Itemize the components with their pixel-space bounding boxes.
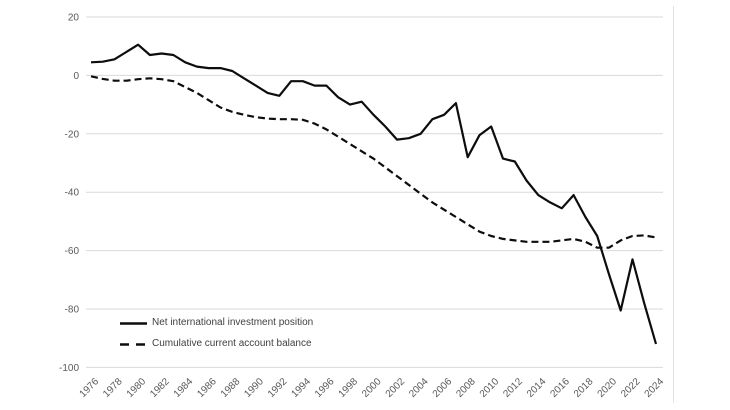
x-tick-label: 1990	[242, 376, 266, 400]
x-tick-label: 2006	[431, 376, 455, 400]
legend-label-niip: Net international investment position	[152, 317, 314, 328]
y-tick-label: -80	[65, 305, 80, 316]
x-tick-label: 1984	[172, 376, 196, 400]
x-tick-label: 2024	[643, 376, 667, 400]
y-tick-label: 20	[68, 13, 80, 24]
legend-dashed-line-swatch	[120, 342, 147, 346]
y-tick-label: -40	[65, 188, 80, 199]
x-tick-label: 2008	[454, 376, 478, 400]
legend-item-cab: Cumulative current account balance	[120, 337, 313, 351]
series-line-cab	[90, 75, 657, 249]
x-tick-label: 2020	[596, 376, 620, 400]
x-tick-label: 2000	[360, 376, 384, 400]
legend-solid-line-swatch	[120, 321, 147, 325]
x-tick-label: 1996	[313, 376, 337, 400]
x-tick-label: 1994	[289, 376, 313, 400]
x-tick-label: 2014	[525, 376, 549, 400]
legend-item-niip: Net international investment position	[120, 316, 313, 330]
x-tick-label: 2010	[478, 376, 502, 400]
legend: Net international investment position Cu…	[120, 316, 313, 351]
x-tick-label: 1980	[125, 376, 149, 400]
series-line-niip	[90, 43, 658, 345]
x-tick-label: 1978	[101, 376, 125, 400]
x-tick-label: 2018	[572, 376, 596, 400]
legend-label-cab: Cumulative current account balance	[152, 338, 312, 349]
x-tick-label: 2004	[407, 376, 431, 400]
y-tick-label: -60	[65, 246, 80, 257]
x-tick-label: 1998	[337, 376, 361, 400]
y-tick-label: -100	[59, 363, 79, 374]
x-tick-label: 2012	[501, 376, 525, 400]
x-tick-label: 2022	[619, 376, 643, 400]
x-tick-label: 1976	[78, 376, 102, 400]
x-tick-label: 2002	[384, 376, 408, 400]
x-tick-label: 1986	[195, 376, 219, 400]
x-tick-label: 1982	[148, 376, 172, 400]
x-tick-label: 1988	[219, 376, 243, 400]
x-tick-label: 1992	[266, 376, 290, 400]
y-tick-label: -20	[65, 129, 80, 140]
y-tick-label: 0	[73, 71, 79, 82]
x-tick-label: 2016	[548, 376, 572, 400]
